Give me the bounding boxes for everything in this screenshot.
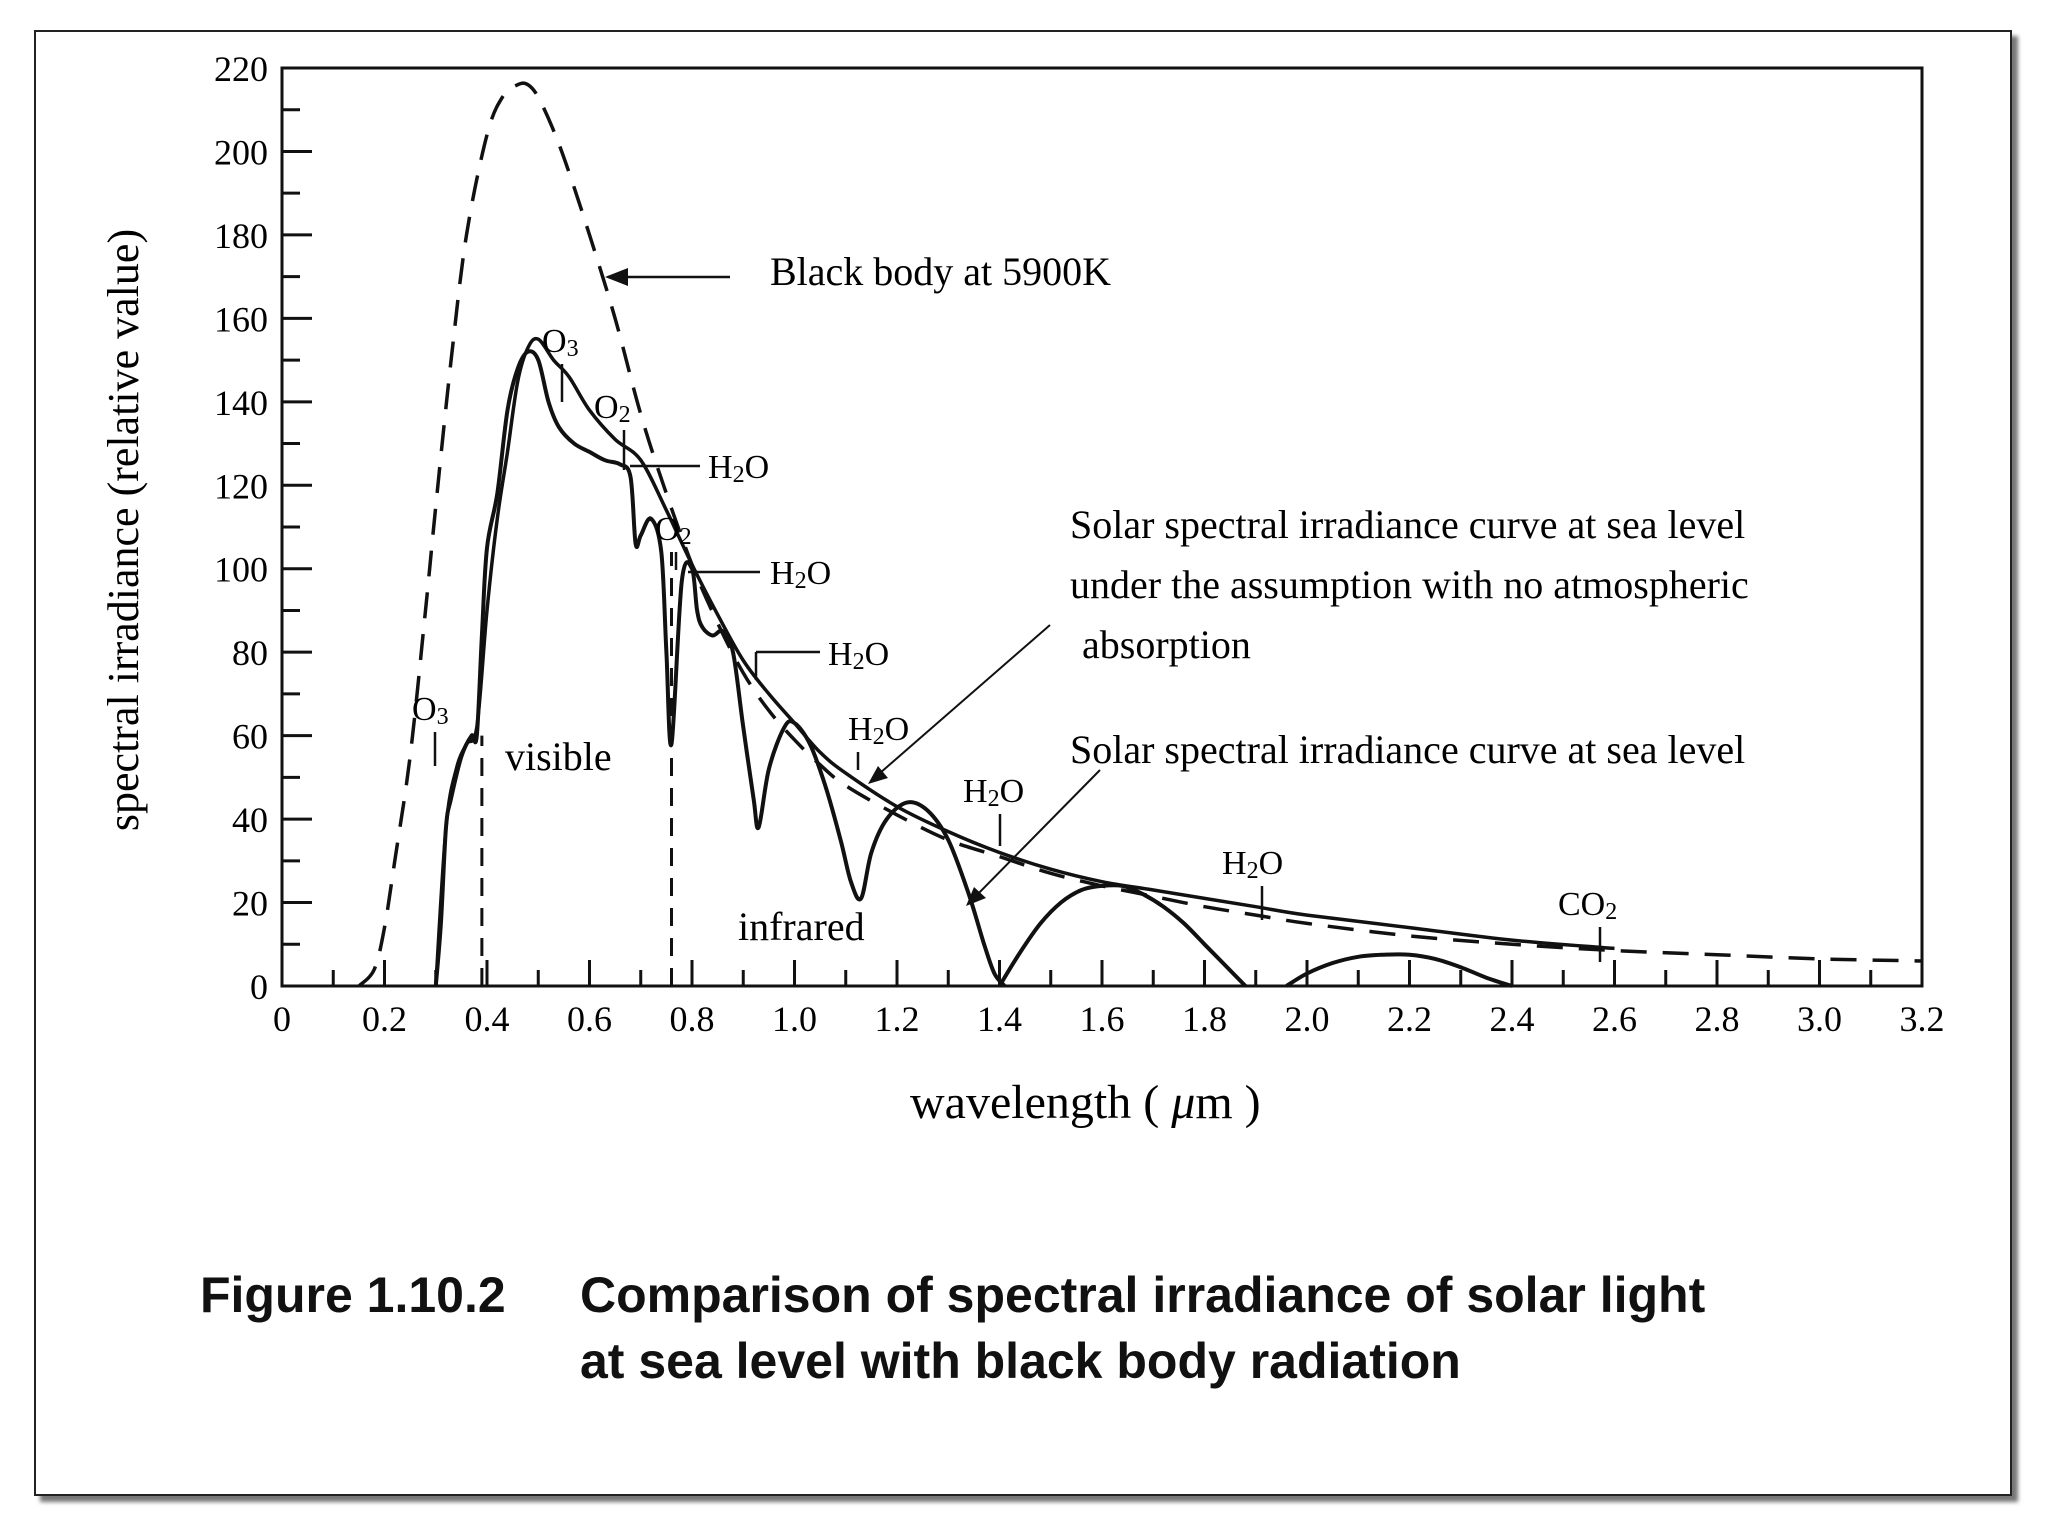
no-absorption-label-line1: Solar spectral irradiance curve at sea l…	[1070, 502, 1745, 547]
series-sea-level-line	[997, 883, 1247, 988]
x-tick-label: 0.6	[567, 999, 612, 1039]
absorber-pointer	[1600, 927, 1620, 962]
x-tick-label: 2.0	[1285, 999, 1330, 1039]
caption-line2: at sea level with black body radiation	[580, 1333, 1461, 1389]
y-tick-label: 20	[232, 884, 268, 924]
x-tick-label: 2.6	[1592, 999, 1637, 1039]
chart-ticks: 0 20 40 60 80 100 120 140 160 180 200 220 0 0.2 0.4 0.6…	[214, 49, 1945, 1039]
absorber-label: H2O	[1222, 845, 1283, 884]
figure-caption: Figure 1.10.2 Comparison of spectral irra…	[200, 1262, 1960, 1394]
x-tick-label: 2.8	[1695, 999, 1740, 1039]
no-absorption-label-line3: absorption	[1082, 622, 1251, 667]
no-absorption-arrow-head	[868, 766, 888, 784]
sea-level-arrow	[971, 769, 1101, 901]
absorber-label: H2O	[848, 711, 909, 750]
chart-lines	[357, 81, 1923, 988]
region-infrared-label: infrared	[738, 904, 865, 949]
y-tick-label: 60	[232, 717, 268, 757]
y-tick-label: 200	[214, 132, 268, 172]
y-tick-label: 120	[214, 466, 268, 506]
blackbody-label: Black body at 5900K	[770, 249, 1111, 294]
chart-annotations: Black body at 5900K Solar spectral irrad…	[99, 229, 1749, 1129]
series-no-absorption-line	[434, 336, 1615, 987]
x-tick-label: 3.2	[1900, 999, 1945, 1039]
blackbody-arrow-head	[605, 268, 628, 286]
no-absorption-label-line2: under the assumption with no atmospheric	[1070, 562, 1749, 607]
absorber-label: H2O	[828, 636, 889, 675]
x-tick-label: 0.8	[670, 999, 715, 1039]
x-tick-label: 1.4	[977, 999, 1022, 1039]
x-tick-label: 1.6	[1080, 999, 1125, 1039]
x-tick-label: 1.0	[772, 999, 817, 1039]
x-tick-label: 2.4	[1490, 999, 1535, 1039]
no-absorption-arrow	[871, 624, 1051, 781]
y-tick-label: 100	[214, 550, 268, 590]
sea-level-arrow-head	[966, 887, 986, 906]
x-tick-label: 3.0	[1797, 999, 1842, 1039]
absorber-pointer	[754, 650, 820, 680]
absorber-label: H2O	[770, 555, 831, 594]
series-sea-level-line	[433, 349, 1007, 988]
absorber-label: H2O	[963, 773, 1024, 812]
x-tick-label: 0.4	[465, 999, 510, 1039]
absorber-label: O3	[542, 323, 579, 362]
absorber-label: CO2	[1558, 886, 1617, 925]
x-tick-label: 0	[273, 999, 291, 1039]
x-tick-label: 0.2	[362, 999, 407, 1039]
y-axis-label: spectral irradiance (relative value)	[99, 229, 148, 831]
y-tick-label: 80	[232, 633, 268, 673]
series-sea-level-line	[1285, 952, 1513, 988]
y-tick-label: 140	[214, 383, 268, 423]
sea-level-label: Solar spectral irradiance curve at sea l…	[1070, 727, 1745, 772]
x-axis-label: wavelength ( μm )	[910, 1076, 1261, 1129]
absorber-label: H2O	[708, 449, 769, 488]
figure-number: Figure 1.10.2	[200, 1267, 506, 1323]
absorber-label: O2	[594, 389, 631, 428]
caption-line1: Comparison of spectral irradiance of sol…	[580, 1267, 1706, 1323]
x-tick-label: 1.8	[1182, 999, 1227, 1039]
absorber-label: O2	[655, 511, 692, 550]
y-tick-label: 220	[214, 49, 268, 89]
y-tick-label: 0	[250, 967, 268, 1007]
y-tick-label: 40	[232, 800, 268, 840]
region-visible-label: visible	[505, 734, 612, 779]
absorber-label: O3	[412, 691, 449, 730]
y-tick-label: 180	[214, 216, 268, 256]
x-tick-label: 2.2	[1387, 999, 1432, 1039]
figure-frame	[34, 30, 2012, 1496]
x-tick-label: 1.2	[875, 999, 920, 1039]
y-tick-label: 160	[214, 299, 268, 339]
